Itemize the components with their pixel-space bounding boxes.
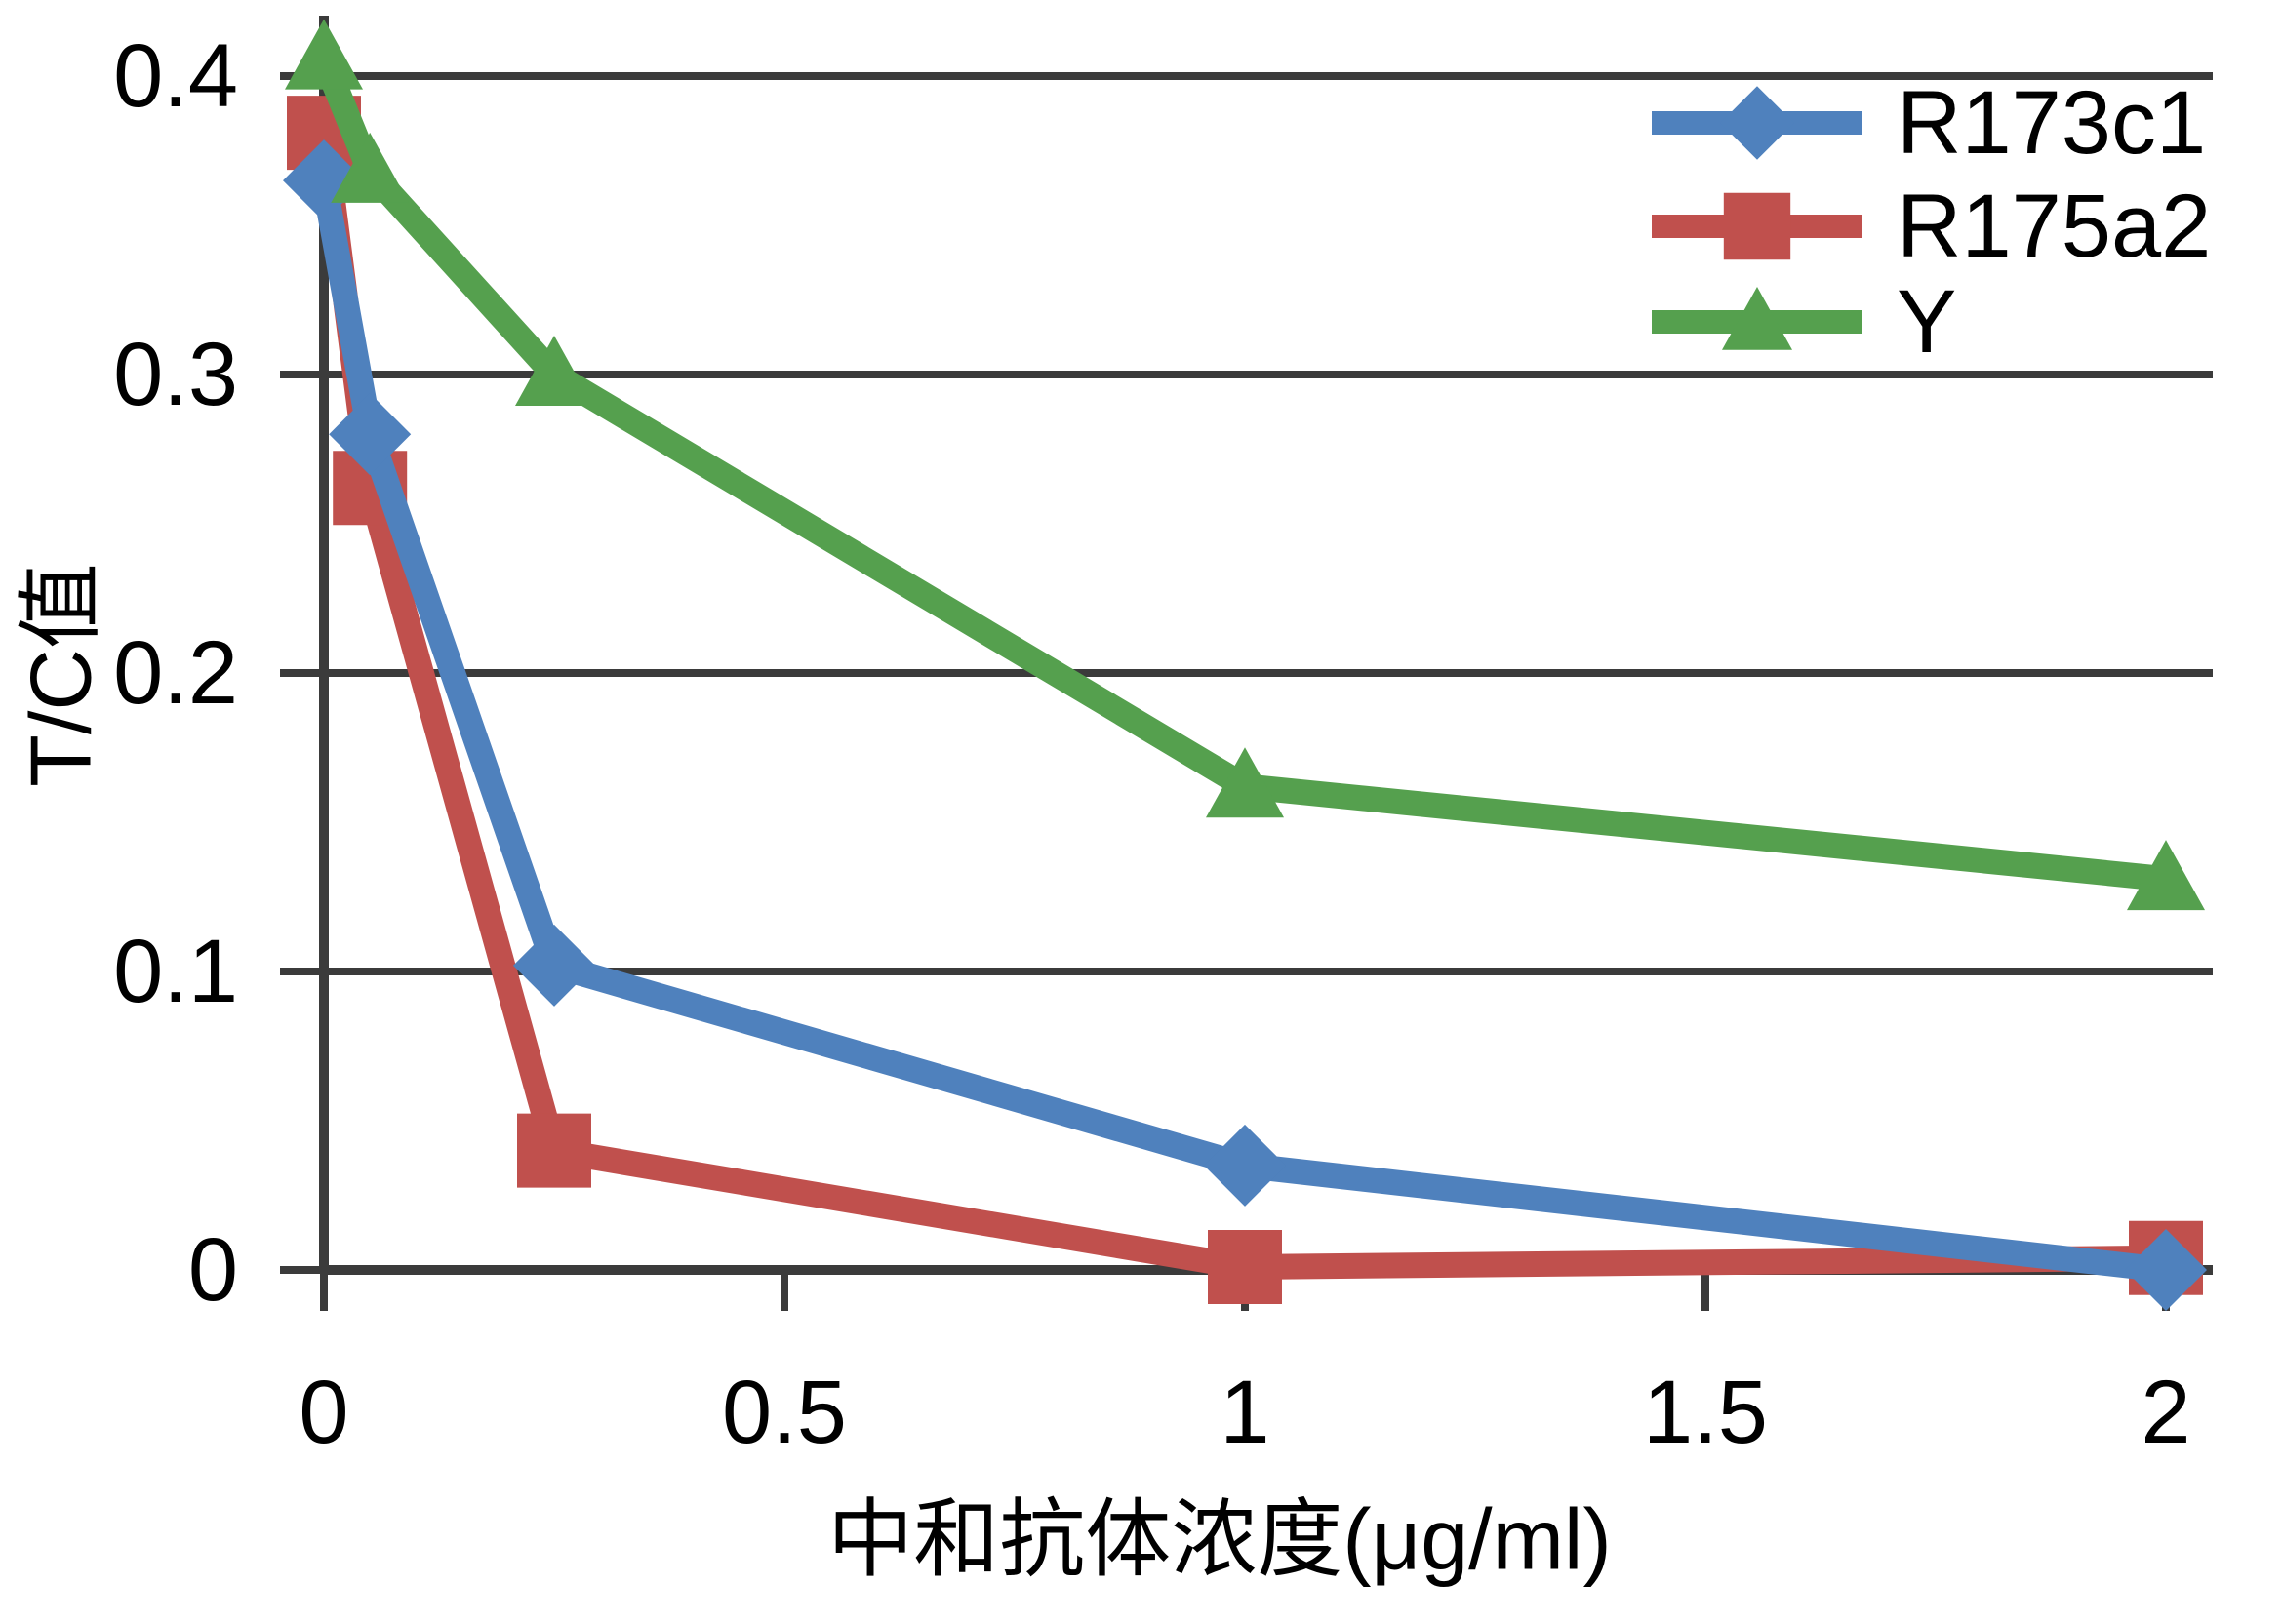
data-point-marker-triangle-icon (285, 19, 363, 90)
x-tick-label: 2 (2141, 1363, 2190, 1462)
y-tick-label: 0.2 (113, 623, 238, 723)
data-point-marker-diamond-icon (513, 924, 595, 1007)
legend-item: Y (1652, 272, 1956, 372)
labels-layer: 0 0.1 0.2 0.3 0.4 0 0.5 1 1.5 2 (113, 26, 2190, 1462)
legend-item: R175a2 (1652, 177, 2211, 276)
series-line-R173c1 (311, 178, 2168, 1283)
data-point-marker-diamond-icon (2125, 1229, 2207, 1311)
data-point-marker-square-icon (1208, 1229, 1282, 1304)
y-tick-label: 0.4 (113, 26, 238, 126)
x-tick-label: 1 (1220, 1363, 1269, 1462)
data-point-marker-square-icon (517, 1113, 591, 1188)
data-point-marker-diamond-icon (329, 393, 412, 476)
data-point-marker-diamond-icon (1204, 1124, 1286, 1207)
y-tick-label: 0.1 (113, 922, 238, 1021)
x-axis-title: 中和抗体浓度(μg/ml) (827, 1491, 1612, 1588)
x-tick-label: 0 (299, 1363, 348, 1462)
series-line-R175a2 (311, 131, 2167, 1280)
x-tick-label: 0.5 (722, 1363, 847, 1462)
legend-marker-square-icon (1723, 192, 1791, 260)
data-point-marker-triangle-icon (1206, 747, 1284, 818)
data-point-marker-triangle-icon (331, 132, 410, 203)
data-point-marker-triangle-icon (515, 336, 593, 406)
legend-item: R173c1 (1652, 73, 2206, 173)
legend-marker-diamond-icon (1720, 86, 1794, 160)
data-point-marker-triangle-icon (2127, 840, 2205, 911)
x-tick-label: 1.5 (1643, 1363, 1768, 1462)
series-layer (283, 19, 2207, 1311)
legend-label: Y (1897, 272, 1956, 372)
gridlines-layer (324, 72, 2213, 975)
y-axis-title: T/C值 (13, 563, 109, 787)
y-tick-label: 0 (188, 1220, 238, 1320)
y-tick-label: 0.3 (113, 325, 238, 424)
legend-label: R175a2 (1897, 177, 2211, 276)
legend-marker-triangle-icon (1722, 287, 1792, 350)
legend-label: R173c1 (1897, 73, 2206, 173)
